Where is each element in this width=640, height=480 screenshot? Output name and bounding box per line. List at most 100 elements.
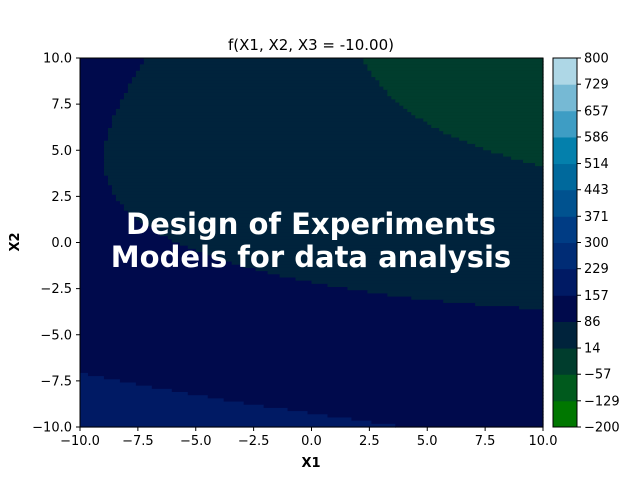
contour-cell	[123, 96, 392, 100]
contour-cell	[80, 70, 137, 75]
x-axis-label: X1	[301, 456, 320, 471]
contour-cell	[80, 407, 289, 412]
contour-cell	[80, 283, 329, 288]
contour-cell	[80, 89, 129, 94]
contour-cell	[475, 302, 544, 307]
colorbar-segment	[553, 58, 577, 85]
contour-cell	[127, 83, 380, 88]
contour-cell	[111, 118, 424, 123]
y-tick-label: −2.5	[40, 282, 72, 297]
contour-cell	[80, 385, 153, 390]
contour-cell	[111, 124, 432, 129]
colorbar-tick-label: 300	[584, 236, 609, 251]
contour-cell	[123, 207, 544, 212]
contour-cell	[387, 293, 544, 298]
contour-cell	[103, 162, 536, 167]
contour-cell	[80, 357, 544, 361]
contour-cell	[80, 77, 133, 81]
contour-cell	[367, 67, 544, 72]
colorbar-tick-label: 729	[584, 78, 609, 93]
contour-cell	[103, 143, 476, 148]
contour-cell	[415, 115, 544, 120]
contour-cell	[159, 232, 544, 237]
x-tick-label: 2.5	[359, 434, 380, 449]
contour-cell	[535, 162, 544, 167]
contour-cell	[295, 277, 544, 282]
contour-cell	[80, 248, 197, 253]
contour-cell	[80, 271, 269, 275]
contour-cell	[80, 376, 105, 380]
contour-cell	[80, 337, 544, 342]
colorbar-tick-label: 443	[584, 183, 609, 198]
contour-cell	[80, 341, 544, 345]
contour-cell	[231, 261, 544, 266]
contour-cell	[491, 150, 544, 155]
contour-cell	[375, 77, 544, 81]
contour-cell	[119, 102, 400, 107]
y-axis: −10.0 −7.5 −5.0 −2.5 0.0 2.5 5.0 7.5 10.0	[32, 52, 80, 436]
contour-cell	[155, 229, 544, 234]
contour-cell	[451, 134, 544, 139]
contour-cell	[80, 86, 129, 91]
contour-cell	[80, 392, 189, 396]
contour-cell	[127, 210, 544, 215]
colorbar-segment	[553, 321, 577, 349]
contour-cell	[80, 353, 544, 358]
contour-cell	[80, 420, 372, 425]
contour-cell	[80, 229, 157, 234]
contour-cell	[127, 89, 388, 94]
y-tick-label: −7.5	[40, 374, 72, 389]
colorbar-segment	[553, 348, 577, 375]
contour-cell	[467, 140, 544, 145]
colorbar-segment	[553, 374, 577, 402]
colorbar-segment	[553, 84, 577, 112]
contour-cell	[80, 236, 169, 240]
contour-cell	[167, 236, 544, 240]
contour-cell	[80, 220, 141, 225]
contour-cell	[80, 156, 105, 161]
contour-cell	[80, 108, 117, 113]
contour-cell	[80, 287, 349, 291]
contour-cell	[103, 147, 484, 151]
contour-cell	[80, 172, 105, 177]
colorbar-tick-label: 657	[584, 104, 609, 119]
contour-cell	[379, 80, 544, 85]
contour-cell	[80, 223, 145, 228]
contour-cell	[80, 350, 544, 355]
contour-cell	[103, 153, 504, 158]
contour-cell	[139, 67, 368, 72]
contour-cell	[151, 226, 544, 231]
contour-cell	[223, 398, 544, 403]
contour-cell	[395, 99, 544, 104]
contour-cell	[80, 131, 109, 135]
contour-cell	[123, 92, 388, 97]
contour-cell	[111, 185, 544, 190]
contour-cell	[311, 280, 544, 285]
contour-cell	[367, 64, 544, 69]
contour-cell	[407, 108, 544, 113]
contour-cell	[143, 58, 364, 62]
contour-cell	[119, 379, 544, 384]
contour-cell	[80, 169, 105, 174]
contour-cell	[395, 423, 544, 428]
contour-cell	[111, 121, 428, 126]
colorbar-tick-label: 586	[584, 130, 609, 145]
contour-cell	[80, 64, 141, 69]
contour-cell	[80, 423, 396, 428]
contour-cell	[80, 309, 544, 314]
contour-cell	[503, 153, 544, 158]
contour-cell	[267, 271, 544, 275]
contour-cell	[111, 188, 544, 193]
colorbar-segment	[553, 242, 577, 270]
contour-cell	[80, 334, 544, 339]
colorbar-segment	[553, 295, 577, 322]
contour-cell	[80, 239, 173, 244]
contour-cell	[387, 89, 544, 94]
contour-cell	[411, 112, 544, 116]
contour-cell	[80, 388, 173, 393]
contour-cell	[123, 204, 544, 209]
contour-cell	[371, 420, 544, 425]
contour-cell	[135, 73, 372, 78]
contour-cell	[131, 77, 376, 81]
contour-cell	[80, 267, 257, 272]
